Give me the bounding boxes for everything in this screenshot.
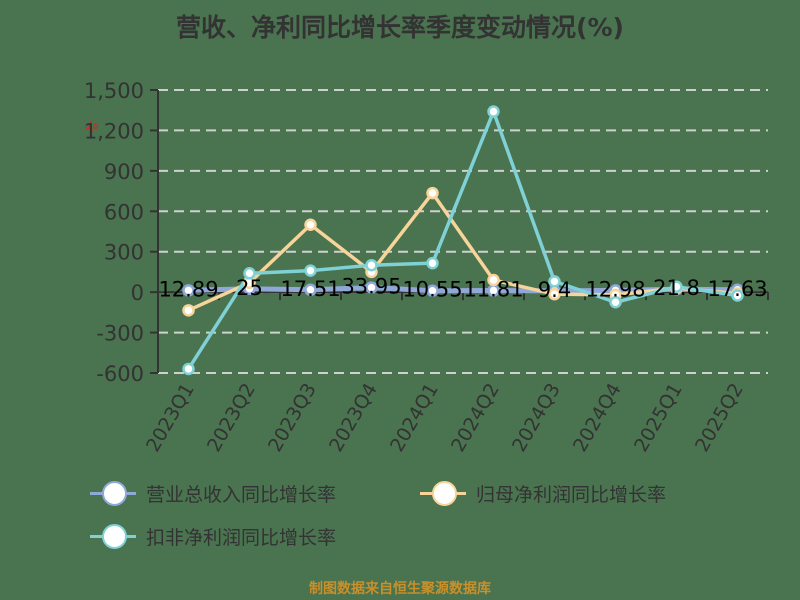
- data-label: 9.4: [538, 278, 571, 302]
- series-line: [187, 109, 738, 370]
- data-point[interactable]: [365, 258, 378, 272]
- data-point[interactable]: [182, 304, 195, 317]
- data-label: 10.55: [402, 278, 462, 302]
- data-point[interactable]: [304, 283, 317, 297]
- chart-title: 营收、净利同比增长率季度变动情况(%): [176, 13, 624, 42]
- data-label: 12.89: [158, 277, 218, 301]
- x-tick-label: 2024Q4: [569, 380, 626, 456]
- x-tick-label: 2024Q1: [386, 380, 443, 456]
- legend-item-deducted-net-profit[interactable]: 扣非净利润同比增长率: [88, 521, 336, 551]
- data-point[interactable]: [365, 281, 378, 294]
- y-tick-label: 1,200: [84, 119, 144, 143]
- x-tick-label: 2025Q1: [630, 380, 687, 456]
- data-point[interactable]: [731, 289, 744, 302]
- legend-marker-icon: [88, 521, 138, 551]
- line-chart: -600 -300 0 300 600 900 1,200 1,500 2023Q1 2023Q2…: [84, 79, 769, 456]
- legend-label: 营业总收入同比增长率: [146, 483, 337, 506]
- x-tick-label: 2023Q3: [264, 380, 321, 456]
- data-point[interactable]: [304, 264, 317, 277]
- y-tick-label: 300: [104, 241, 144, 265]
- data-point[interactable]: [426, 256, 439, 270]
- x-tick-label: 2023Q4: [325, 380, 382, 456]
- legend-item-revenue[interactable]: 营业总收入同比增长率: [88, 478, 336, 508]
- legend-marker-icon: [88, 478, 138, 508]
- data-point[interactable]: [548, 287, 561, 301]
- data-label: 17.51: [280, 277, 340, 301]
- y-tick-label: -300: [96, 322, 144, 346]
- x-tick-label: 2023Q1: [142, 380, 199, 456]
- data-point[interactable]: [487, 273, 500, 287]
- data-point[interactable]: [548, 275, 561, 288]
- x-tick-label: 2023Q2: [203, 380, 260, 456]
- legend-item-net-profit[interactable]: 归母净利润同比增长率: [418, 478, 666, 508]
- data-point[interactable]: [304, 218, 317, 232]
- data-point[interactable]: [182, 362, 195, 376]
- y-tick-label: 600: [104, 200, 144, 224]
- data-label: 12.98: [585, 277, 645, 301]
- legend-marker-icon: [418, 478, 468, 508]
- data-point[interactable]: [182, 284, 195, 297]
- data-label: 21.8: [653, 276, 700, 300]
- legend-label: 扣非净利润同比增长率: [146, 526, 337, 549]
- x-tick-label: 2025Q2: [691, 380, 748, 456]
- legend-label: 归母净利润同比增长率: [476, 483, 667, 506]
- data-label: 33.95: [341, 275, 401, 299]
- data-label: 25: [236, 276, 263, 300]
- data-point[interactable]: [609, 296, 622, 309]
- data-point[interactable]: [426, 186, 439, 200]
- data-point[interactable]: [426, 284, 439, 297]
- y-tick-label: 1,500: [84, 79, 144, 103]
- data-source-note: 制图数据来自恒生聚源数据库: [309, 581, 491, 597]
- y-tick-label: 900: [104, 160, 144, 184]
- x-tick-label: 2024Q3: [508, 380, 565, 456]
- y-tick-label: -600: [96, 362, 144, 386]
- x-tick-label: 2024Q2: [447, 380, 504, 456]
- series-line: [187, 191, 738, 312]
- data-label: 17.63: [707, 277, 767, 301]
- data-label: 11.81: [463, 278, 523, 302]
- data-point[interactable]: [243, 267, 256, 280]
- data-point[interactable]: [670, 280, 683, 294]
- y-tick-label: 0: [131, 281, 144, 305]
- data-point[interactable]: [487, 105, 500, 118]
